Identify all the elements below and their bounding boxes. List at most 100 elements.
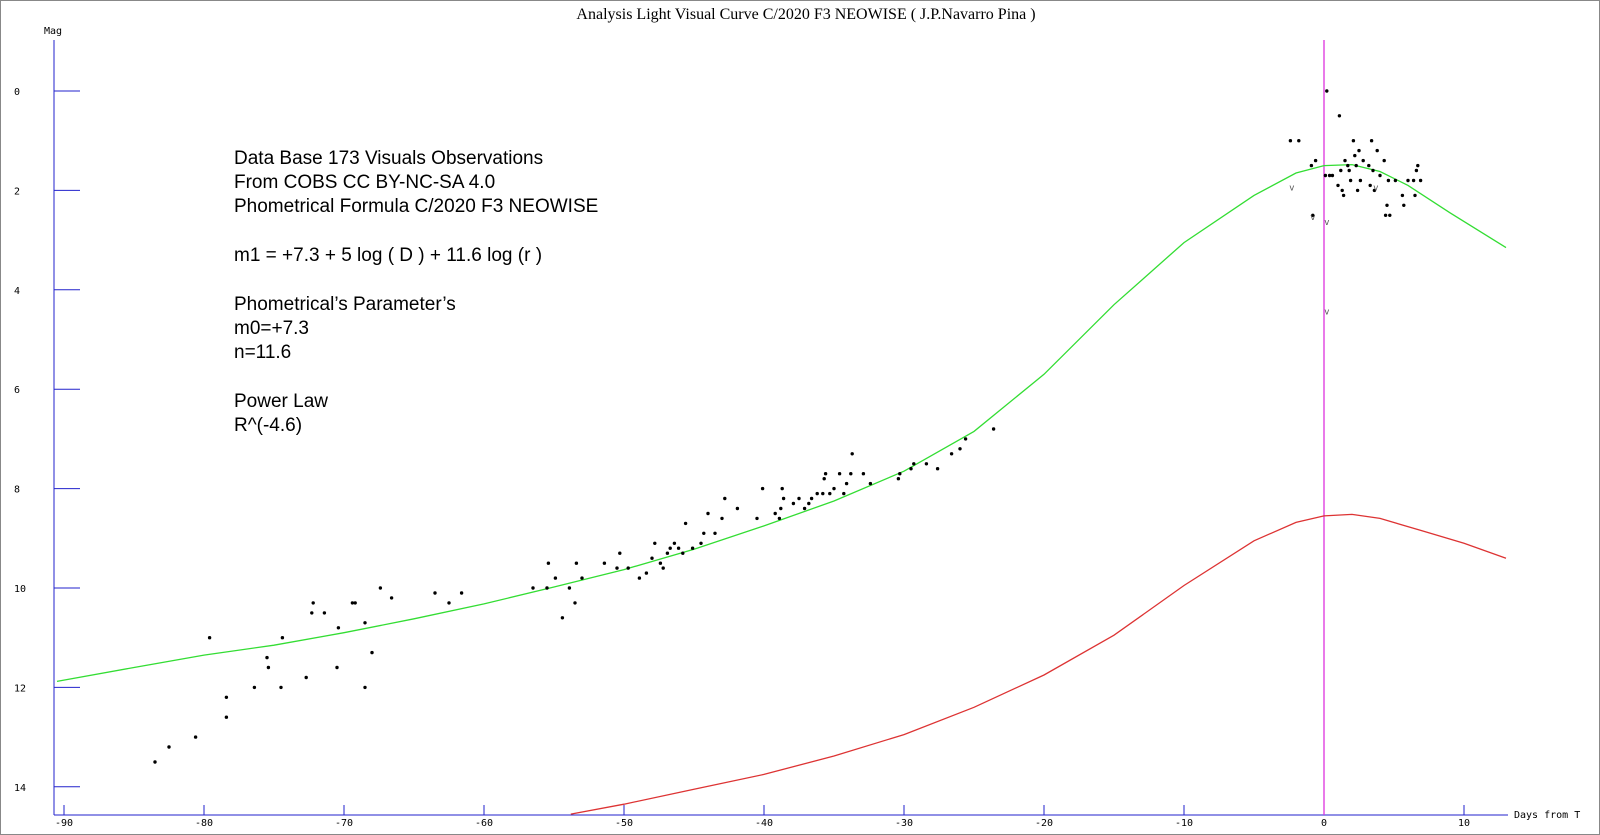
observation-point <box>1323 173 1328 178</box>
observation-point <box>280 636 285 640</box>
observation-point <box>653 541 657 545</box>
observation-point <box>1371 168 1375 173</box>
observation-point <box>720 516 724 521</box>
annotation-line: n=11.6 <box>234 342 291 363</box>
observation-point <box>545 586 549 590</box>
y-tick-label: 6 <box>14 385 20 396</box>
observation-point <box>1313 158 1318 163</box>
observation-point <box>963 437 968 441</box>
observation-point <box>363 621 367 625</box>
annotation-line: Data Base 173 Visuals Observations <box>234 148 543 169</box>
upper-limit-marker: v <box>1324 308 1329 318</box>
observation-point <box>958 447 962 451</box>
y-tick-label: 4 <box>14 286 20 297</box>
observation-point <box>266 665 271 670</box>
observation-point <box>279 685 283 690</box>
y-tick-label: 8 <box>14 485 20 496</box>
observation-point <box>1337 114 1342 118</box>
observation-point <box>363 685 367 690</box>
observation-point <box>1413 193 1417 198</box>
x-tick-label: -50 <box>615 818 633 829</box>
observation-point <box>713 531 717 535</box>
observation-point <box>842 491 846 496</box>
observation-point <box>797 496 801 501</box>
observation-point <box>350 601 355 605</box>
observation-point <box>1343 158 1347 163</box>
x-tick-label: -80 <box>195 818 213 829</box>
observation-point <box>681 551 685 555</box>
observation-point <box>837 472 842 476</box>
observation-point <box>773 511 777 516</box>
observation-point <box>1351 139 1356 143</box>
observation-point <box>637 576 642 580</box>
observation-point <box>1347 168 1351 173</box>
observation-point <box>224 695 229 699</box>
observation-point <box>322 611 327 615</box>
observation-point <box>1386 178 1391 183</box>
observation-point <box>935 467 940 471</box>
annotation-line: Power Law <box>234 391 328 412</box>
observation-point <box>1327 173 1332 178</box>
observation-point <box>252 685 257 690</box>
annotation-formula: m1 = +7.3 + 5 log ( D ) + 11.6 log (r ) <box>234 245 542 266</box>
observation-point <box>690 546 695 550</box>
fit-curve-nucleus <box>570 513 1507 815</box>
observation-point <box>668 546 672 550</box>
observation-point <box>1330 173 1335 178</box>
observation-point <box>459 591 464 595</box>
x-tick-label: -60 <box>475 818 493 829</box>
observation-point <box>1348 178 1353 183</box>
observation-point <box>815 491 819 496</box>
observation-point <box>1354 163 1358 168</box>
observation-point <box>1346 163 1350 168</box>
x-tick-label: -90 <box>55 818 73 829</box>
x-tick-label: -70 <box>335 818 353 829</box>
observation-point <box>1388 213 1392 217</box>
observation-point <box>1288 139 1293 143</box>
x-axis-label: Days from T <box>1514 810 1580 821</box>
observation-point <box>676 546 681 550</box>
observation-point <box>672 541 677 545</box>
observation-point <box>265 655 269 660</box>
fit-curves <box>56 163 1507 815</box>
observation-point <box>760 486 765 491</box>
observation-point <box>781 496 786 501</box>
observation-point <box>777 516 782 521</box>
observation-point <box>531 586 535 590</box>
fit-curve-total <box>56 163 1507 683</box>
x-tick-label: -20 <box>1035 818 1053 829</box>
observation-point <box>822 477 826 481</box>
observation-point <box>1383 213 1388 217</box>
observation-point <box>1311 213 1315 217</box>
observation-point <box>207 636 212 640</box>
y-tick-label: 10 <box>14 584 26 595</box>
observation-point <box>336 626 341 630</box>
observation-point <box>658 561 663 565</box>
observation-point <box>580 576 584 580</box>
observation-point <box>1400 193 1405 198</box>
observation-point <box>699 541 703 545</box>
y-tick-label: 0 <box>14 87 20 98</box>
axes: 0 2 4 6 8 10 12 14 -90 -80 -70 -60 -50 -40 -30 -20 -10 0 1… <box>14 40 1508 829</box>
observation-point <box>802 506 807 511</box>
observation-point <box>1372 188 1377 193</box>
observation-point <box>702 531 706 535</box>
observation-point <box>896 477 901 481</box>
observation-point <box>1336 183 1340 188</box>
observation-point <box>683 521 688 526</box>
upper-limit-marker: v <box>1373 183 1378 193</box>
chart-title: Analysis Light Visual Curve C/2020 F3 NE… <box>576 6 1035 23</box>
observation-point <box>650 556 654 560</box>
observation-point <box>1393 178 1398 183</box>
observation-point <box>618 551 622 555</box>
observation-point <box>665 551 670 555</box>
observation-point <box>1341 193 1346 198</box>
observation-point <box>1353 153 1357 158</box>
observation-point <box>791 501 796 506</box>
observation-point <box>1402 203 1406 207</box>
observation-points <box>153 89 1423 764</box>
x-tick-label: -40 <box>755 818 773 829</box>
observation-point <box>850 452 854 456</box>
observation-point <box>567 586 572 590</box>
observation-point <box>546 561 551 565</box>
